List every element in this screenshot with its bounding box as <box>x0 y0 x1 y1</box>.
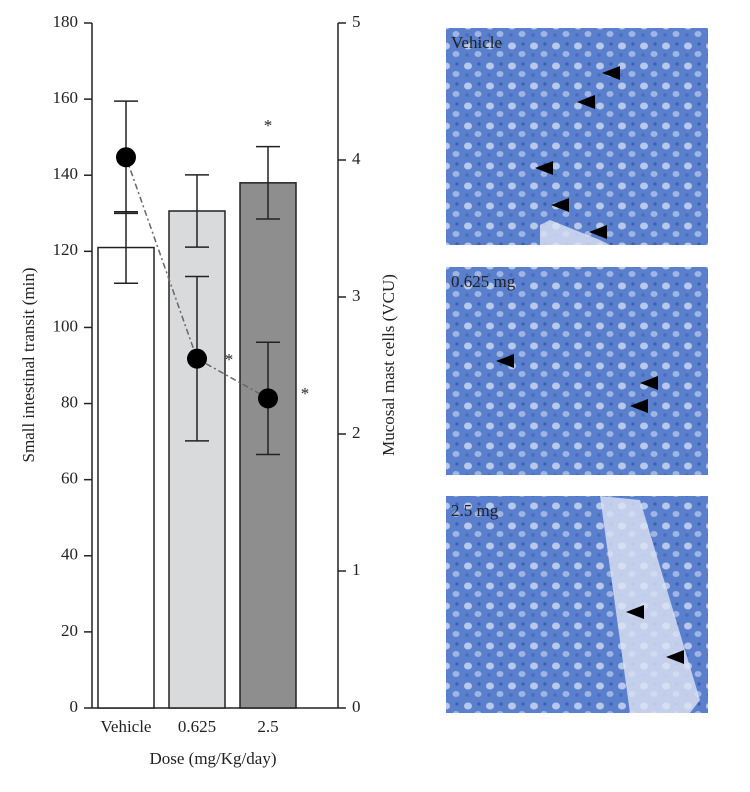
point <box>116 147 136 168</box>
bar <box>97 246 155 709</box>
bar <box>239 182 297 709</box>
x-tick-label: Vehicle <box>101 717 152 736</box>
y2-tick-label: 2 <box>352 423 361 442</box>
point <box>258 388 278 409</box>
micrograph <box>446 28 708 245</box>
y2-tick-label: 4 <box>352 149 361 168</box>
annotation: * <box>301 384 310 403</box>
y2-axis-label: Mucosal mast cells (VCU) <box>379 274 398 456</box>
y-tick-label: 160 <box>53 88 79 107</box>
y-tick-label: 0 <box>70 697 79 716</box>
y2-tick-label: 1 <box>352 560 361 579</box>
y-tick-label: 100 <box>53 316 79 335</box>
y2-tick-label: 3 <box>352 286 361 305</box>
y2-tick-label: 0 <box>352 697 361 716</box>
micrograph <box>446 267 708 475</box>
x-axis-label: Dose (mg/Kg/day) <box>149 749 276 768</box>
lumen <box>540 220 700 713</box>
panel-label: Vehicle <box>451 33 502 52</box>
y-tick-label: 180 <box>53 12 79 31</box>
point <box>187 348 207 369</box>
arrowheads <box>496 66 684 664</box>
annotation: * <box>225 350 234 369</box>
y-tick-label: 60 <box>61 469 78 488</box>
panel-label: 0.625 mg <box>451 272 516 291</box>
y-tick-label: 120 <box>53 240 79 259</box>
y2-tick-label: 5 <box>352 12 361 31</box>
y-tick-label: 140 <box>53 164 79 183</box>
y-tick-label: 80 <box>61 392 78 411</box>
y-axis-label: Small intestinal transit (min) <box>19 267 38 462</box>
y-tick-label: 20 <box>61 621 78 640</box>
x-tick-label: 2.5 <box>257 717 278 736</box>
y-tick-label: 40 <box>61 545 78 564</box>
panel-label: 2.5 mg <box>451 501 499 520</box>
micrographs: Vehicle 0.625 mg 2.5 mg <box>446 28 708 713</box>
annotation: * <box>264 116 273 135</box>
x-tick-label: 0.625 <box>178 717 216 736</box>
